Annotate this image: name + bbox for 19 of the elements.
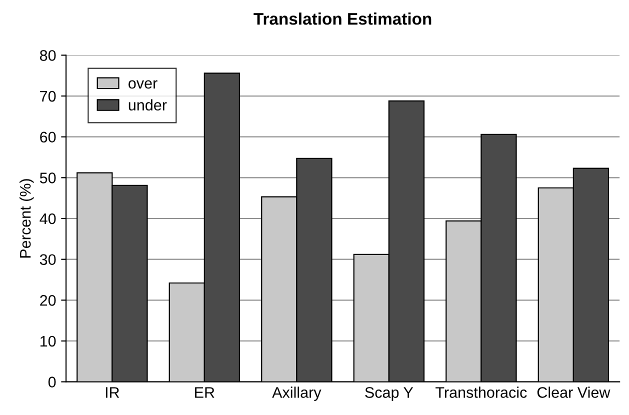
x-tick-label: IR	[106, 387, 120, 398]
y-tick-label: 80	[40, 50, 56, 61]
y-tick-label: 40	[40, 213, 56, 224]
legend-label: under	[128, 99, 167, 111]
legend-label: over	[128, 80, 158, 89]
y-tick-label: 70	[40, 90, 56, 102]
y-tick-label: 50	[40, 172, 56, 184]
x-tick-label: ER	[195, 387, 214, 398]
y-tick-label: 30	[40, 254, 56, 266]
y-tick-label: 10	[40, 336, 56, 347]
y-axis-title: Percent (%)	[20, 179, 34, 258]
y-tick-label: 60	[40, 132, 56, 143]
y-tick-label: 20	[40, 295, 56, 306]
x-tick-label: Clear View	[537, 386, 610, 398]
chart-title: Translation Estimation	[254, 12, 432, 25]
y-tick-label: 0	[48, 376, 56, 388]
x-tick-label: Transthoracic	[436, 386, 527, 398]
x-tick-label: Axillary	[272, 386, 322, 401]
x-tick-label: Scap Y	[365, 387, 414, 401]
